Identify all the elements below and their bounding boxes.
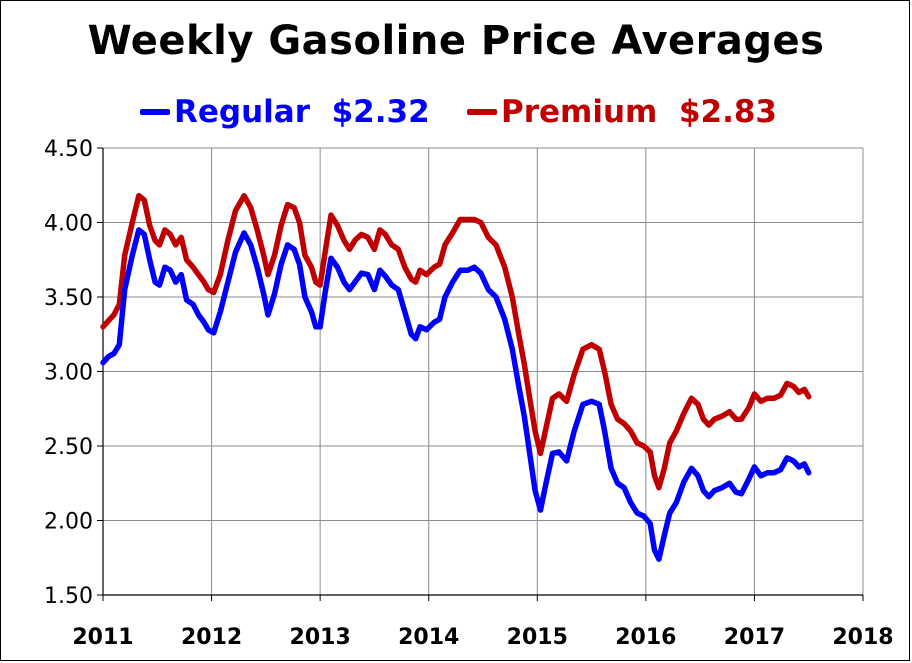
y-tick-label: 4.50 [44, 137, 93, 162]
x-tick-label: 2016 [615, 625, 676, 650]
x-tick-label: 2017 [724, 625, 785, 650]
x-tick-label: 2014 [398, 625, 459, 650]
legend-swatch-premium [467, 108, 497, 115]
legend-label-regular: Regular [174, 94, 310, 130]
y-tick-label: 3.50 [44, 286, 93, 311]
series-line-regular [100, 227, 812, 562]
x-tick-label: 2011 [72, 625, 133, 650]
legend-value-regular: $2.32 [331, 94, 430, 130]
y-tick-label: 4.00 [44, 212, 93, 237]
legend-item-regular: Regular $2.32 [140, 94, 430, 130]
y-tick-label: 2.50 [44, 435, 93, 460]
series-line-premium [100, 192, 812, 491]
axes [97, 147, 864, 601]
legend-item-premium: Premium $2.83 [467, 94, 777, 130]
x-tick-label: 2015 [507, 625, 568, 650]
legend-swatch-regular [140, 108, 170, 115]
y-tick-label: 3.00 [44, 361, 93, 386]
y-tick-label: 1.50 [44, 584, 93, 609]
x-tick-label: 2013 [290, 625, 351, 650]
grid-lines [102, 147, 864, 596]
x-tick-label: 2018 [832, 625, 893, 650]
tick-labels: 1.50 2.00 2.50 3.00 3.50 4.00 4.50 2011 2012 2013… [44, 137, 894, 650]
chart-title: Weekly Gasoline Price Averages [87, 18, 825, 64]
series-lines [100, 192, 812, 562]
x-tick-label: 2012 [181, 625, 242, 650]
legend-value-premium: $2.83 [678, 94, 777, 130]
y-tick-label: 2.00 [44, 510, 93, 535]
legend-label-premium: Premium [501, 94, 658, 130]
